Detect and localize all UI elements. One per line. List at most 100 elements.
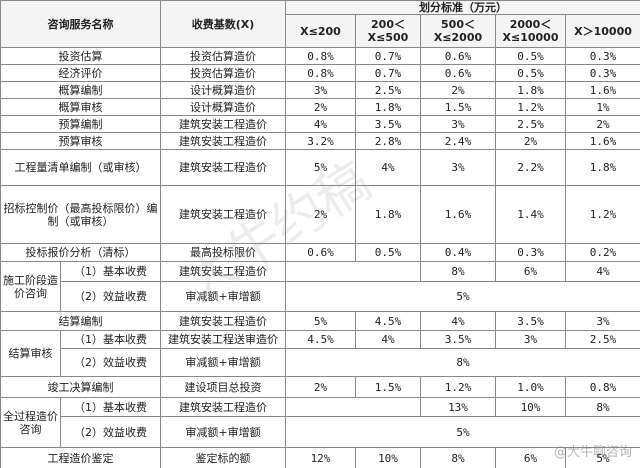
rate: 2% — [285, 376, 356, 398]
header-service: 咨询服务名称 — [0, 0, 161, 48]
fee-base: 最高投标限价 — [160, 243, 286, 262]
rate: 4% — [420, 311, 496, 331]
header-range: X＞10000 — [564, 14, 640, 48]
rate: 3% — [420, 115, 496, 133]
table-row: 招标控制价（最高投标限价）编制（或审核） 建筑安装工程造价 2% 1.8% 1.6% 1.… — [0, 185, 640, 244]
rate: 4% — [564, 261, 640, 282]
rate: 1.5% — [355, 376, 421, 398]
group-name: 全过程造价咨询 — [0, 397, 61, 448]
table-row: 投标报价分析（清标） 最高投标限价 0.6% 0.5% 0.4% 0.3% 0.2% — [0, 243, 640, 262]
fee-base: 建筑安装工程造价 — [160, 132, 286, 150]
fee-base: 建设项目总投资 — [160, 376, 286, 398]
service-name: 概算编制 — [0, 81, 161, 99]
service-name: （2）效益收费 — [60, 281, 161, 312]
rate: 0.7% — [355, 47, 421, 65]
service-name: 投资估算 — [0, 47, 161, 65]
rate: 2.4% — [420, 132, 496, 150]
rate: 0.3% — [564, 47, 640, 65]
rate: 3.5% — [355, 115, 421, 133]
service-name: （2）效益收费 — [60, 416, 161, 448]
service-name: （1）基本收费 — [60, 261, 161, 282]
rate: 2% — [285, 98, 356, 116]
rate: 4.5% — [355, 311, 421, 331]
service-name: 结算编制 — [0, 311, 161, 331]
fee-base: 鉴定标的额 — [160, 447, 286, 468]
rate: 0.5% — [355, 243, 421, 262]
rate: 1.6% — [420, 185, 496, 244]
rate: 4.5% — [285, 330, 356, 349]
rate: 2% — [495, 132, 566, 150]
rate: 8% — [420, 261, 496, 282]
rate: 1.2% — [420, 376, 496, 398]
rate: 0.5% — [495, 64, 566, 82]
service-name: （1）基本收费 — [60, 330, 161, 349]
rate: 3% — [420, 149, 496, 186]
table-row: 施工阶段造价咨询 （1）基本收费 建筑安装工程造价 8% 6% 4% — [0, 261, 640, 312]
rate: 0.6% — [420, 64, 496, 82]
rate: 6% — [495, 447, 566, 468]
rate: 1.8% — [355, 185, 421, 244]
service-name: 工程造价鉴定 — [0, 447, 161, 468]
fee-base: 审减额+审增额 — [160, 348, 286, 377]
service-name: 经济评价 — [0, 64, 161, 82]
rate: 12% — [285, 447, 356, 468]
fee-base: 审减额+审增额 — [160, 416, 286, 448]
fee-base: 审减额+审增额 — [160, 281, 286, 312]
rate: 0.8% — [564, 376, 640, 398]
fee-base: 投资估算造价 — [160, 64, 286, 82]
rate: 2.5% — [564, 330, 640, 349]
rate: 0.3% — [495, 243, 566, 262]
rate: 0.5% — [495, 47, 566, 65]
service-name: （1）基本收费 — [60, 397, 161, 417]
table-row: （2）效益收费 审减额+审增额 5% — [1, 281, 640, 312]
fee-base: 建筑安装工程造价 — [160, 185, 286, 244]
rate: 8% — [420, 447, 496, 468]
table-row: 工程造价鉴定 鉴定标的额 12% 10% 8% 6% 5% — [0, 447, 640, 468]
rate: 4% — [285, 115, 356, 133]
rate: 4% — [355, 149, 421, 186]
rate: 1.8% — [355, 98, 421, 116]
rate: 1.8% — [564, 149, 640, 186]
header-range: 500＜X≤2000 — [420, 14, 496, 48]
table-row: （2）效益收费 审减额+审增额 5% — [1, 416, 640, 448]
rate: 2.5% — [355, 81, 421, 99]
rate: 13% — [420, 397, 496, 417]
rate: 2.8% — [355, 132, 421, 150]
fee-base: 投资估算造价 — [160, 47, 286, 65]
fee-base: 建筑安装工程造价 — [160, 311, 286, 331]
rate: 3% — [495, 330, 566, 349]
service-name: 预算编制 — [0, 115, 161, 133]
rate: 3.5% — [495, 311, 566, 331]
table-row: （2）效益收费 审减额+审增额 8% — [1, 348, 640, 377]
fee-base: 建筑安装工程送审造价 — [160, 330, 286, 349]
rate: 4% — [355, 330, 421, 349]
rate: 0.4% — [420, 243, 496, 262]
header-range: 2000＜X≤10000 — [495, 14, 566, 48]
rate: 6% — [495, 261, 566, 282]
fee-base: 建筑安装工程造价 — [160, 397, 286, 417]
rate: 3% — [564, 311, 640, 331]
service-name: 预算审核 — [0, 132, 161, 150]
service-name: 投标报价分析（清标） — [0, 243, 161, 262]
table-row: X≤200 200＜X≤500 500＜X≤2000 2000＜X≤10000 X＞10… — [1, 14, 640, 48]
fee-base: 建筑安装工程造价 — [160, 261, 286, 282]
table-row: 经济评价 投资估算造价 0.8% 0.7% 0.6% 0.5% 0.3% — [0, 64, 640, 82]
rate: 1% — [564, 98, 640, 116]
header-range: X≤200 — [285, 14, 356, 48]
rate: 1.2% — [495, 98, 566, 116]
fee-base: 设计概算造价 — [160, 81, 286, 99]
rate: 1.4% — [495, 185, 566, 244]
header-criteria: 划分标准（万元） — [284, 0, 640, 15]
table-row: 结算审核 （1）基本收费 建筑安装工程送审造价 4.5% 4% 3.5% 3% 2.5% — [0, 330, 640, 377]
rate: 5% — [285, 311, 356, 331]
table-row: 预算编制 建筑安装工程造价 4% 3.5% 3% 2.5% 2% — [0, 115, 640, 133]
service-name: 概算审核 — [0, 98, 161, 116]
rate: 1.5% — [420, 98, 496, 116]
rate: 3.5% — [420, 330, 496, 349]
rate: 1.8% — [495, 81, 566, 99]
header-range: 200＜X≤500 — [355, 14, 421, 48]
table-row: 咨询服务名称 收费基数(X) 划分标准（万元） — [0, 0, 640, 48]
header-base: 收费基数(X) — [160, 0, 286, 48]
rate: 0.2% — [564, 243, 640, 262]
